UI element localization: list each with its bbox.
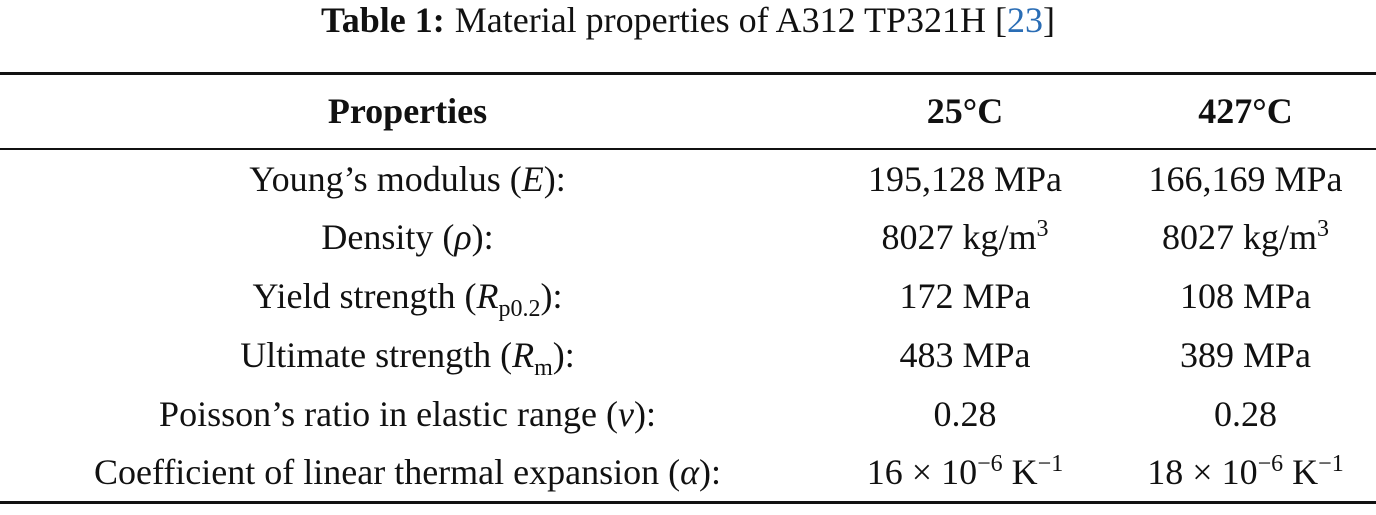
cell-text: K (1283, 452, 1319, 493)
cell-text: Density ( (321, 217, 455, 257)
cell-text: 172 MPa (899, 276, 1031, 316)
cell-text: 18 × 10 (1147, 452, 1258, 493)
cell-text: p0.2 (498, 296, 541, 323)
cell-text: −6 (977, 451, 1003, 478)
cell-text: 0.28 (933, 394, 997, 434)
cell-text: ): (540, 276, 563, 316)
table-cell: 8027 kg/m3 (1115, 208, 1376, 267)
table-cell: 8027 kg/m3 (815, 208, 1115, 267)
table-cell: 0.28 (1115, 385, 1376, 444)
caption-label: Table 1: (321, 0, 445, 40)
cell-text: 389 MPa (1179, 335, 1311, 375)
cell-text: 166,169 MPa (1148, 158, 1343, 199)
cell-text: −1 (1318, 451, 1344, 478)
cell-text: ): (633, 394, 656, 434)
table-cell: Poisson’s ratio in elastic range (ν): (0, 385, 815, 444)
table-row: Poisson’s ratio in elastic range (ν): 0.2… (0, 385, 1376, 444)
cell-text: Young’s modulus ( (249, 158, 522, 199)
cell-text: 8027 kg/m (881, 217, 1037, 257)
cell-text: R (512, 335, 535, 375)
table-cell: 172 MPa (815, 267, 1115, 326)
table-cell: 0.28 (815, 385, 1115, 444)
cell-text: −6 (1257, 451, 1284, 478)
cell-text: 195,128 MPa (867, 158, 1062, 199)
properties-table: Properties 25°C 427°C Young’s modulus (E):… (0, 72, 1376, 504)
table-row: Yield strength (Rp0.2): 172 MPa 108 MPa (0, 267, 1376, 326)
cell-text: Yield strength ( (252, 276, 477, 316)
cell-text: 8027 kg/m (1161, 217, 1317, 257)
table-cell: 108 MPa (1115, 267, 1376, 326)
cell-text: α (680, 452, 700, 493)
caption-close: ] (1042, 0, 1055, 40)
cell-text: 3 (1317, 216, 1329, 242)
table-row: Coefficient of linear thermal expansion … (0, 444, 1376, 503)
table-cell: 16 × 10−6 K−1 (815, 444, 1115, 503)
cell-text: 483 MPa (899, 335, 1031, 375)
table-cell: 166,169 MPa (1115, 149, 1376, 208)
cell-text: 3 (1036, 216, 1049, 242)
cell-text: ν (617, 394, 634, 434)
cell-text: Poisson’s ratio in elastic range ( (159, 394, 618, 434)
table-cell: 195,128 MPa (815, 149, 1115, 208)
table-cell: Young’s modulus (E): (0, 149, 815, 208)
header-cell: 25°C (926, 91, 1004, 132)
cell-text: Ultimate strength ( (240, 335, 513, 375)
cell-text: −1 (1037, 451, 1064, 478)
cell-text: ): (543, 158, 566, 199)
cell-text: ): (699, 452, 722, 493)
cell-text: 108 MPa (1179, 276, 1311, 316)
cell-text: ): (552, 335, 575, 375)
table-row: Young’s modulus (E): 195,128 MPa 166,169 M… (0, 149, 1376, 208)
cell-text: Coefficient of linear thermal expansion … (93, 452, 681, 493)
cell-text: ρ (454, 217, 472, 257)
table-cell: Ultimate strength (Rm): (0, 326, 815, 385)
caption-ref[interactable]: 23 (1006, 0, 1043, 40)
cell-text: 16 × 10 (866, 452, 978, 493)
table-cell: Coefficient of linear thermal expansion … (0, 444, 815, 503)
table-cell: 483 MPa (815, 326, 1115, 385)
table-cell: 18 × 10−6 K−1 (1115, 444, 1376, 503)
table-row: Ultimate strength (Rm): 483 MPa 389 MPa (0, 326, 1376, 385)
caption-text: Material properties of A312 TP321H [ (454, 0, 1007, 40)
table-cell: 389 MPa (1115, 326, 1376, 385)
header-cell: 427°C (1198, 91, 1293, 132)
cell-text: K (1002, 452, 1038, 493)
cell-text: 0.28 (1214, 394, 1277, 434)
table-cell: Yield strength (Rp0.2): (0, 267, 815, 326)
header-row: Properties 25°C 427°C (0, 73, 1376, 149)
cell-text: m (534, 355, 553, 382)
cell-text: E (521, 158, 544, 199)
cell-text: R (476, 276, 499, 316)
table-body: Young’s modulus (E): 195,128 MPa 166,169 M… (0, 149, 1376, 503)
table-row: Density (ρ): 8027 kg/m3 8027 kg/m3 (0, 208, 1376, 267)
table-cell: Density (ρ): (0, 208, 815, 267)
cell-text: ): (471, 217, 494, 257)
header-cell: Properties (327, 91, 488, 132)
table-caption: Table 1: Material properties of A312 TP32… (0, 0, 1376, 44)
